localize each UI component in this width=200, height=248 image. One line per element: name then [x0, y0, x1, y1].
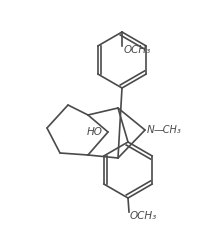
Text: —CH₃: —CH₃: [153, 125, 181, 135]
Text: OCH₃: OCH₃: [123, 45, 150, 55]
Text: OCH₃: OCH₃: [129, 211, 156, 221]
Text: N: N: [146, 125, 154, 135]
Text: HO: HO: [87, 127, 102, 137]
